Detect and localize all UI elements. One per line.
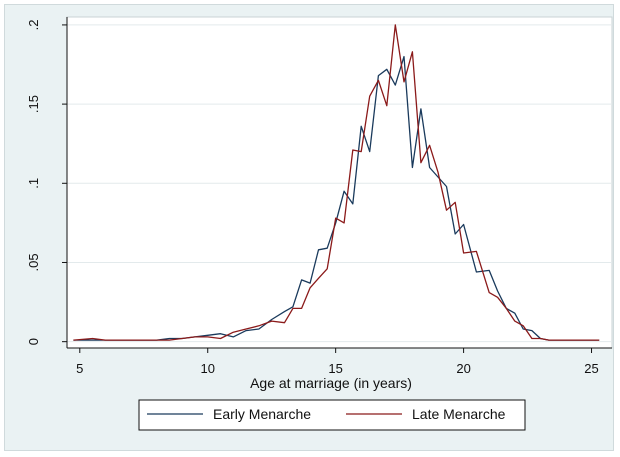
gridlines [67, 24, 612, 343]
plot-area [66, 16, 613, 349]
x-tick-label: 25 [584, 361, 598, 376]
y-tick-label: 0 [26, 338, 41, 345]
legend-label-late: Late Menarche [412, 406, 506, 422]
y-tick-label: .05 [26, 253, 41, 271]
y-tick-label: .15 [26, 95, 41, 113]
axis-ticks: 0 .05 .1 .15 .2 5 10 15 20 25 [26, 19, 599, 376]
legend: Early Menarche Late Menarche [138, 399, 526, 431]
y-tick-label: .1 [26, 178, 41, 189]
x-tick-label: 20 [456, 361, 470, 376]
y-tick-label: .2 [26, 19, 41, 30]
x-tick-label: 5 [76, 361, 83, 376]
x-tick-label: 15 [328, 361, 342, 376]
legend-box [138, 399, 526, 431]
x-axis-title: Age at marriage (in years) [250, 375, 412, 391]
series-line-late-menarche [73, 24, 600, 341]
x-tick-label: 10 [200, 361, 214, 376]
legend-label-early: Early Menarche [213, 406, 311, 422]
series-lines [73, 24, 600, 341]
